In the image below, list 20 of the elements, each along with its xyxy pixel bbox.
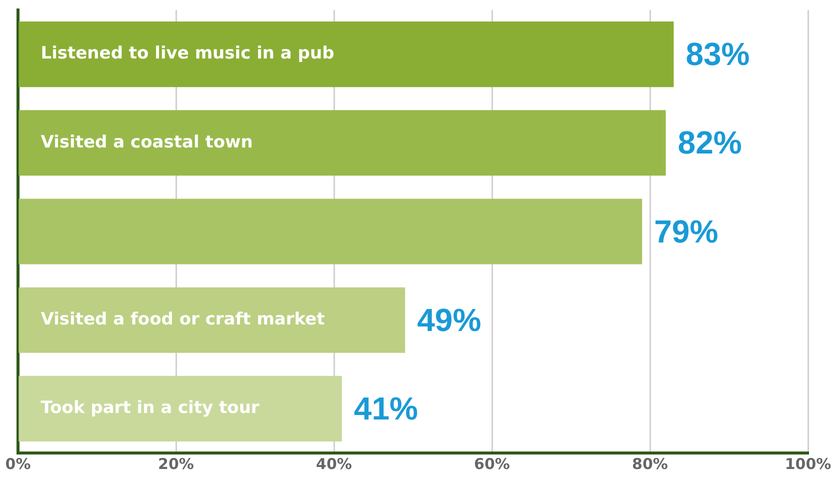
x-tick-label: 20% — [158, 454, 194, 473]
y-tick-label: Visited a food or craft market — [40, 310, 325, 330]
data-label: 82% — [678, 124, 742, 161]
y-tick-label: Visited a coastal town — [40, 132, 253, 152]
data-label: 49% — [417, 302, 482, 338]
y-tick-label: Took part in a city tour — [40, 398, 260, 418]
bar — [18, 376, 342, 442]
bar — [18, 287, 406, 353]
data-label: 83% — [686, 36, 750, 72]
data-label: 41% — [354, 390, 418, 427]
x-tick-label: 0% — [5, 454, 31, 473]
bar — [18, 198, 642, 264]
bar — [18, 110, 666, 176]
x-tick-label: 60% — [474, 454, 510, 473]
data-label: 79% — [654, 213, 718, 250]
x-tick-label: 80% — [632, 454, 668, 473]
x-tick-label: 40% — [316, 454, 352, 473]
x-tick-label: 100% — [784, 454, 832, 473]
bar — [18, 22, 674, 88]
y-tick-label: Listened to live music in a pub — [40, 44, 334, 64]
